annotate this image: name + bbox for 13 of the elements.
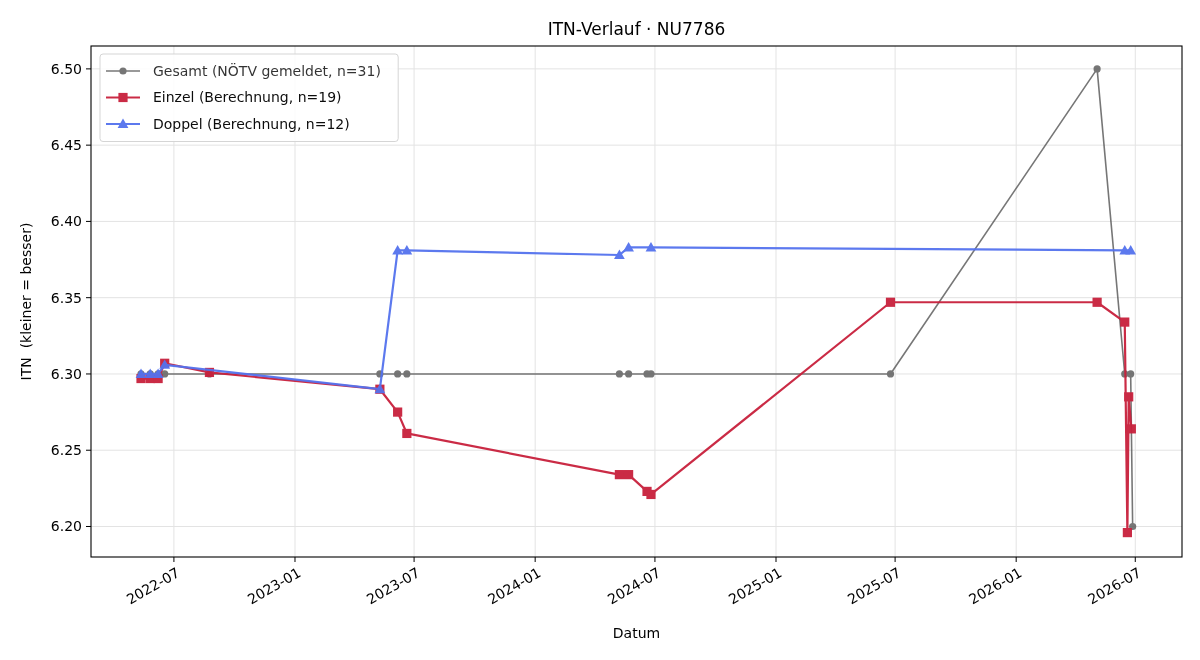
legend-label: Gesamt (NÖTV gemeldet, n=31) xyxy=(153,61,381,79)
y-tick-label: 6.20 xyxy=(50,518,82,535)
y-tick-label: 6.35 xyxy=(50,289,82,306)
x-axis-title: Datum xyxy=(612,625,661,641)
y-tick-label: 6.40 xyxy=(50,213,82,230)
y-tick-label: 6.30 xyxy=(50,365,82,382)
y-tick-label: 6.50 xyxy=(50,60,82,77)
y-axis-title: ITN (kleiner = besser) xyxy=(18,222,34,381)
y-tick-label: 6.45 xyxy=(50,137,82,154)
chart-title: ITN-Verlauf · NU7786 xyxy=(547,19,726,39)
legend-label: Doppel (Berechnung, n=12) xyxy=(153,115,350,132)
legend-label: Einzel (Berechnung, n=19) xyxy=(153,89,342,106)
y-tick-label: 6.25 xyxy=(50,442,82,459)
